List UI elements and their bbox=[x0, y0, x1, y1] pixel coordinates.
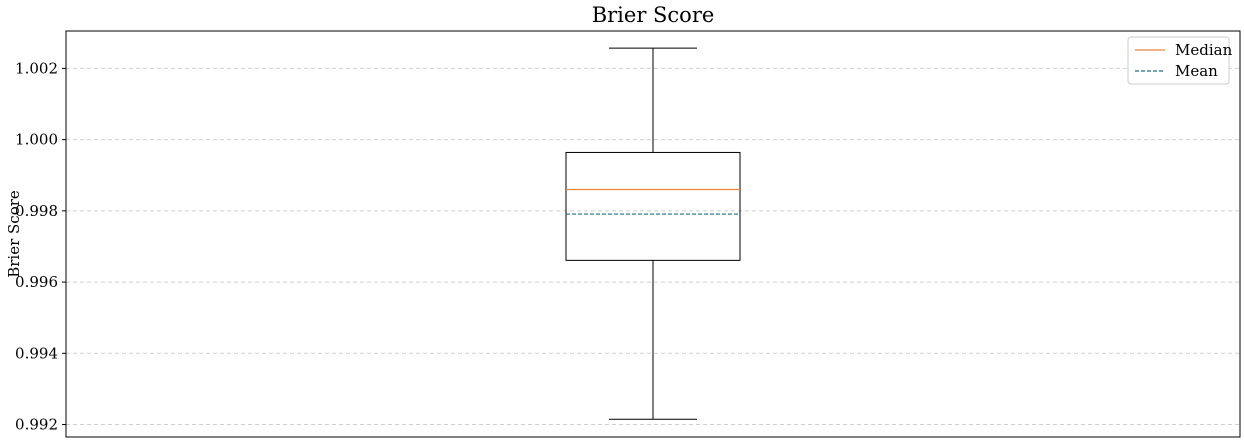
plot-frame bbox=[65, 30, 1241, 438]
y-tick-label: 1.002 bbox=[15, 59, 58, 77]
legend-frame bbox=[1127, 36, 1230, 85]
y-tick-label: 0.998 bbox=[15, 202, 58, 220]
y-tick-label: 0.992 bbox=[15, 416, 58, 434]
y-tick-label: 1.000 bbox=[15, 131, 58, 149]
chart-title: Brier Score bbox=[592, 3, 715, 27]
y-tick-label: 0.994 bbox=[15, 344, 58, 362]
legend-median-label: Median bbox=[1175, 41, 1233, 59]
y-axis: 0.992 0.994 0.996 0.998 1.000 1.002 bbox=[15, 59, 66, 434]
legend-mean-label: Mean bbox=[1175, 62, 1218, 80]
interquartile-box bbox=[565, 151, 741, 261]
box-plot bbox=[565, 47, 741, 420]
y-axis-label: Brier Score bbox=[5, 190, 23, 278]
y-tick-label: 0.996 bbox=[15, 273, 58, 291]
legend: Median Mean bbox=[1127, 36, 1233, 85]
